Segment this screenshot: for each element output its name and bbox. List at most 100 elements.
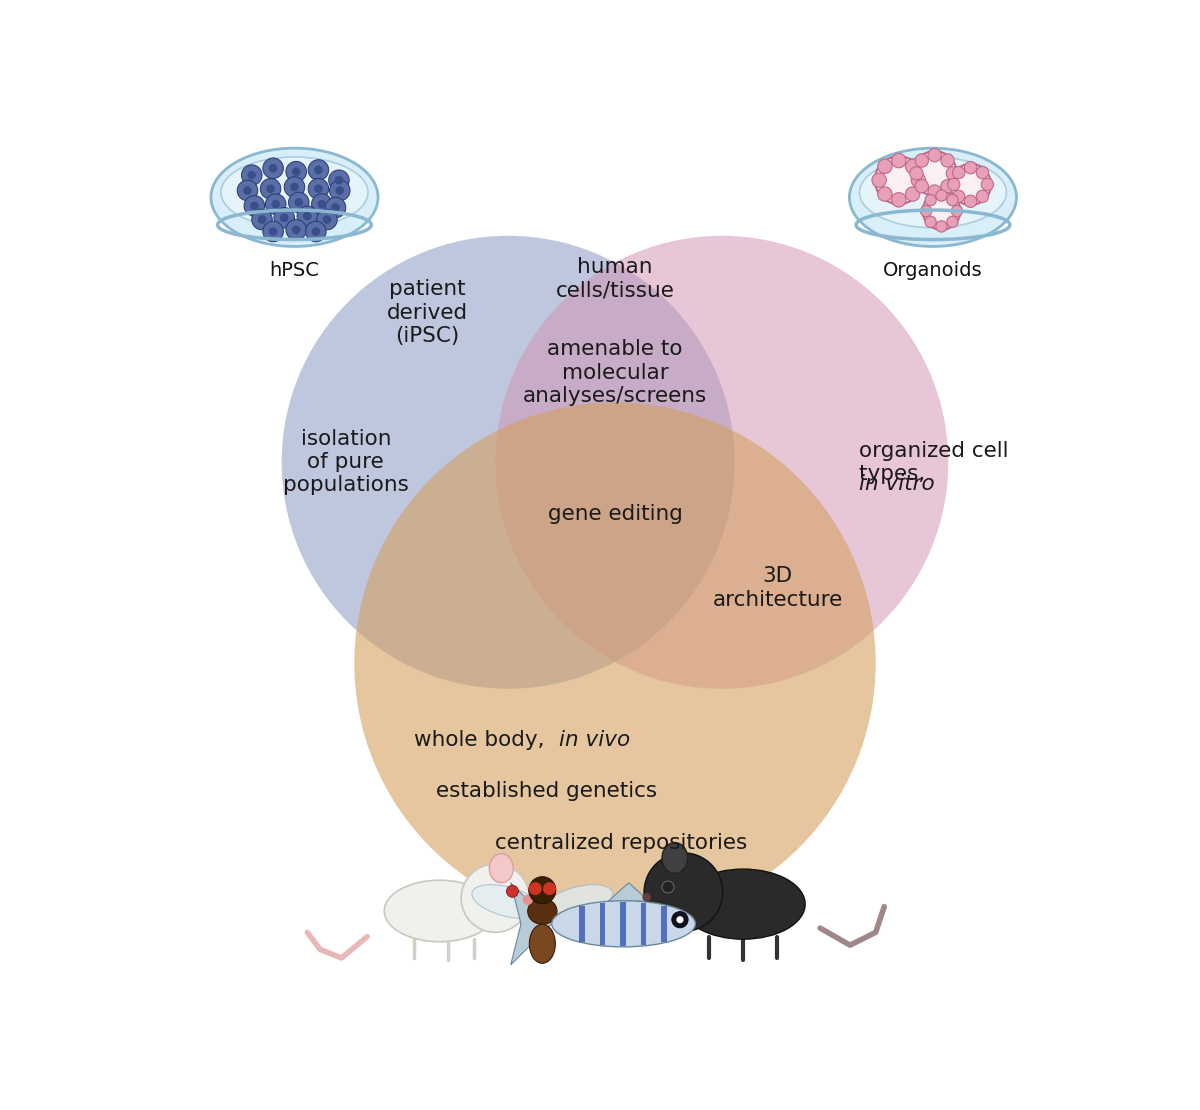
Circle shape <box>244 195 264 216</box>
Circle shape <box>892 153 906 168</box>
Circle shape <box>354 403 876 924</box>
Circle shape <box>241 164 262 185</box>
Circle shape <box>965 162 977 174</box>
Circle shape <box>263 158 283 179</box>
Circle shape <box>282 235 734 688</box>
Circle shape <box>312 194 332 214</box>
Bar <box>620 901 625 946</box>
Circle shape <box>260 179 281 199</box>
Bar <box>600 902 605 945</box>
Circle shape <box>263 221 283 242</box>
Text: Organoids: Organoids <box>883 261 983 280</box>
Circle shape <box>290 183 299 191</box>
Circle shape <box>331 203 340 212</box>
Circle shape <box>506 886 518 897</box>
Ellipse shape <box>384 880 496 941</box>
Circle shape <box>304 212 312 221</box>
Text: patient
derived
(iPSC): patient derived (iPSC) <box>386 280 468 346</box>
Circle shape <box>906 186 920 201</box>
Circle shape <box>523 895 533 905</box>
Circle shape <box>292 168 300 176</box>
Circle shape <box>916 180 929 193</box>
Bar <box>580 906 584 942</box>
Circle shape <box>644 852 722 931</box>
Circle shape <box>329 170 349 191</box>
Circle shape <box>461 864 529 932</box>
Ellipse shape <box>552 900 695 947</box>
Circle shape <box>269 228 277 235</box>
Ellipse shape <box>472 885 541 918</box>
Ellipse shape <box>859 157 1007 228</box>
Circle shape <box>977 190 989 202</box>
Circle shape <box>286 220 306 240</box>
Circle shape <box>911 173 925 188</box>
Circle shape <box>662 881 674 894</box>
Circle shape <box>877 159 892 173</box>
Text: in vivo: in vivo <box>559 730 630 750</box>
Ellipse shape <box>211 148 378 246</box>
Circle shape <box>928 185 941 199</box>
Circle shape <box>314 165 323 174</box>
Circle shape <box>892 193 906 206</box>
Ellipse shape <box>850 148 1016 246</box>
Circle shape <box>948 179 960 191</box>
Circle shape <box>947 166 960 180</box>
Circle shape <box>529 877 556 904</box>
Ellipse shape <box>530 1016 554 1019</box>
Circle shape <box>872 173 887 188</box>
Polygon shape <box>608 882 649 901</box>
Circle shape <box>912 151 956 195</box>
Circle shape <box>920 205 931 216</box>
Circle shape <box>928 149 941 162</box>
Circle shape <box>294 198 304 206</box>
Circle shape <box>941 154 954 168</box>
Circle shape <box>271 200 280 209</box>
Polygon shape <box>511 882 552 965</box>
Circle shape <box>286 161 306 182</box>
Circle shape <box>336 186 344 194</box>
Circle shape <box>317 210 337 230</box>
Circle shape <box>923 192 960 230</box>
Ellipse shape <box>528 898 557 925</box>
Circle shape <box>308 160 329 180</box>
Ellipse shape <box>544 885 613 918</box>
Circle shape <box>274 208 294 228</box>
Circle shape <box>947 216 958 228</box>
Circle shape <box>947 194 958 205</box>
Circle shape <box>265 194 286 214</box>
Circle shape <box>952 205 962 216</box>
Text: amenable to
molecular
analyses/screens: amenable to molecular analyses/screens <box>523 340 707 406</box>
Circle shape <box>936 190 947 201</box>
Circle shape <box>642 894 650 901</box>
Circle shape <box>314 184 323 193</box>
Circle shape <box>292 225 300 234</box>
Circle shape <box>247 171 256 180</box>
Circle shape <box>496 235 948 688</box>
Circle shape <box>953 190 965 202</box>
Ellipse shape <box>529 925 556 963</box>
Text: human
cells/tissue: human cells/tissue <box>556 256 674 300</box>
Text: whole body,: whole body, <box>414 730 552 750</box>
Circle shape <box>941 180 954 193</box>
Circle shape <box>288 192 310 213</box>
Circle shape <box>325 198 346 218</box>
Circle shape <box>280 213 288 222</box>
Circle shape <box>677 916 684 924</box>
Ellipse shape <box>530 1002 554 1006</box>
Ellipse shape <box>221 157 368 228</box>
Circle shape <box>925 194 936 205</box>
Circle shape <box>269 164 277 172</box>
Text: 3D
architecture: 3D architecture <box>713 566 842 609</box>
Text: isolation
of pure
populations: isolation of pure populations <box>283 430 409 495</box>
Circle shape <box>258 215 266 224</box>
Circle shape <box>244 186 252 194</box>
Text: in vitro: in vitro <box>858 474 935 494</box>
Circle shape <box>910 166 923 180</box>
Circle shape <box>965 195 977 208</box>
Circle shape <box>252 210 272 230</box>
Circle shape <box>323 215 331 224</box>
Text: hPSC: hPSC <box>270 261 319 280</box>
Circle shape <box>306 221 326 242</box>
Bar <box>641 902 646 945</box>
Text: organized cell
types,: organized cell types, <box>858 441 1008 484</box>
